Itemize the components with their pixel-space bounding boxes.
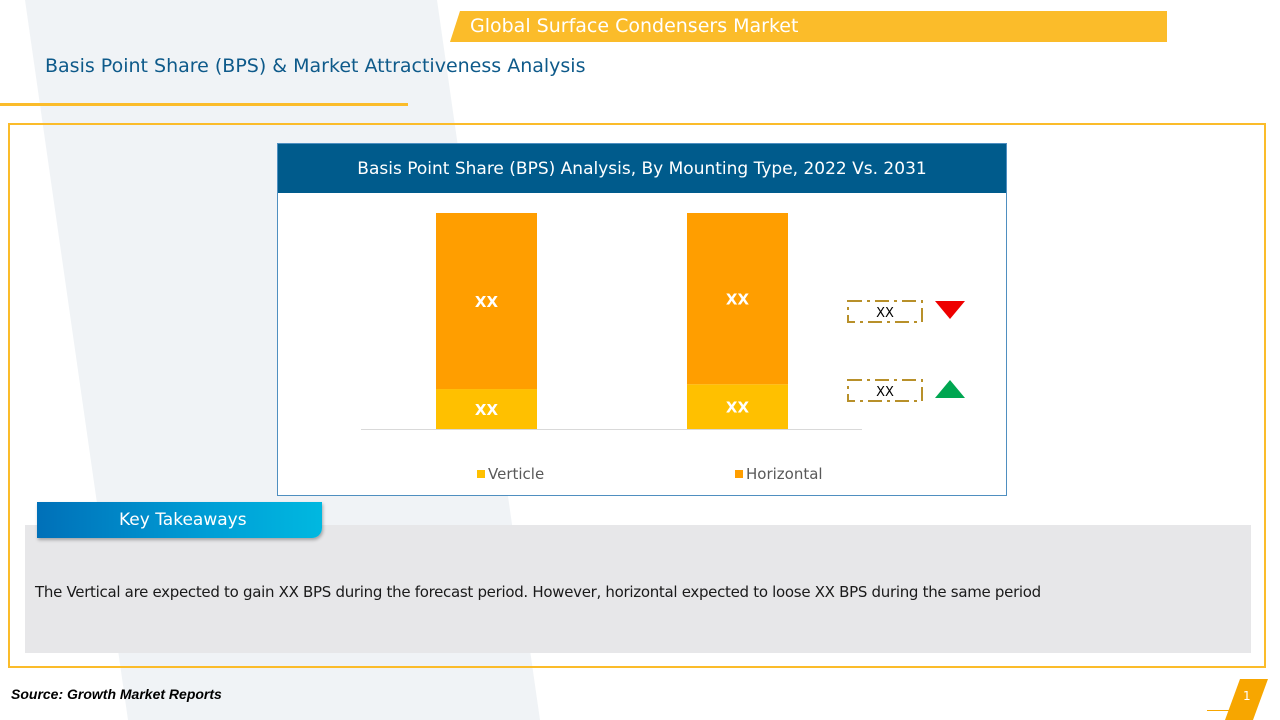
key-takeaways-text: The Vertical are expected to gain XX BPS… [35,583,1041,601]
bar-verticle-2 [687,384,788,429]
page-number: 1 [1243,689,1251,703]
legend-item-horizontal: Horizontal [735,465,823,483]
change-box-up [847,379,923,402]
bar-horizontal-1 [436,213,537,390]
main-content-frame [8,123,1266,668]
top-banner: Global Surface Condensers Market [450,11,1167,42]
key-takeaways-tab: Key Takeaways [37,502,322,538]
legend-swatch-verticle [477,470,485,478]
data-label-verticle-1: XX [475,401,499,419]
bar-horizontal-2 [687,213,788,385]
data-label-verticle-2: XX [726,399,750,417]
bar-verticle-1 [436,389,537,429]
slide-subtitle: Basis Point Share (BPS) & Market Attract… [45,55,586,77]
chart-header: Basis Point Share (BPS) Analysis, By Mou… [278,144,1006,193]
bps-chart: XX XX XX XX XX XX [361,213,965,430]
banner-title: Global Surface Condensers Market [470,15,799,37]
arrow-up-icon [935,380,965,398]
page-number-line [1207,710,1237,711]
key-takeaways-panel [25,525,1251,653]
data-label-horizontal-1: XX [475,293,499,311]
legend-label-horizontal: Horizontal [746,465,823,483]
legend-label-verticle: Verticle [488,465,545,483]
legend-item-verticle: Verticle [477,465,544,483]
chart-container: Basis Point Share (BPS) Analysis, By Mou… [277,143,1007,496]
change-label-down: XX [876,306,894,321]
source-note: Source: Growth Market Reports [11,686,222,702]
chart-title: Basis Point Share (BPS) Analysis, By Mou… [357,158,927,179]
key-takeaways-label: Key Takeaways [119,510,247,530]
title-underline [0,103,408,106]
legend-swatch-horizontal [735,470,743,478]
arrow-down-icon [935,301,965,319]
change-label-up: XX [876,385,894,400]
change-box-down [847,300,923,323]
data-label-horizontal-2: XX [726,291,750,309]
